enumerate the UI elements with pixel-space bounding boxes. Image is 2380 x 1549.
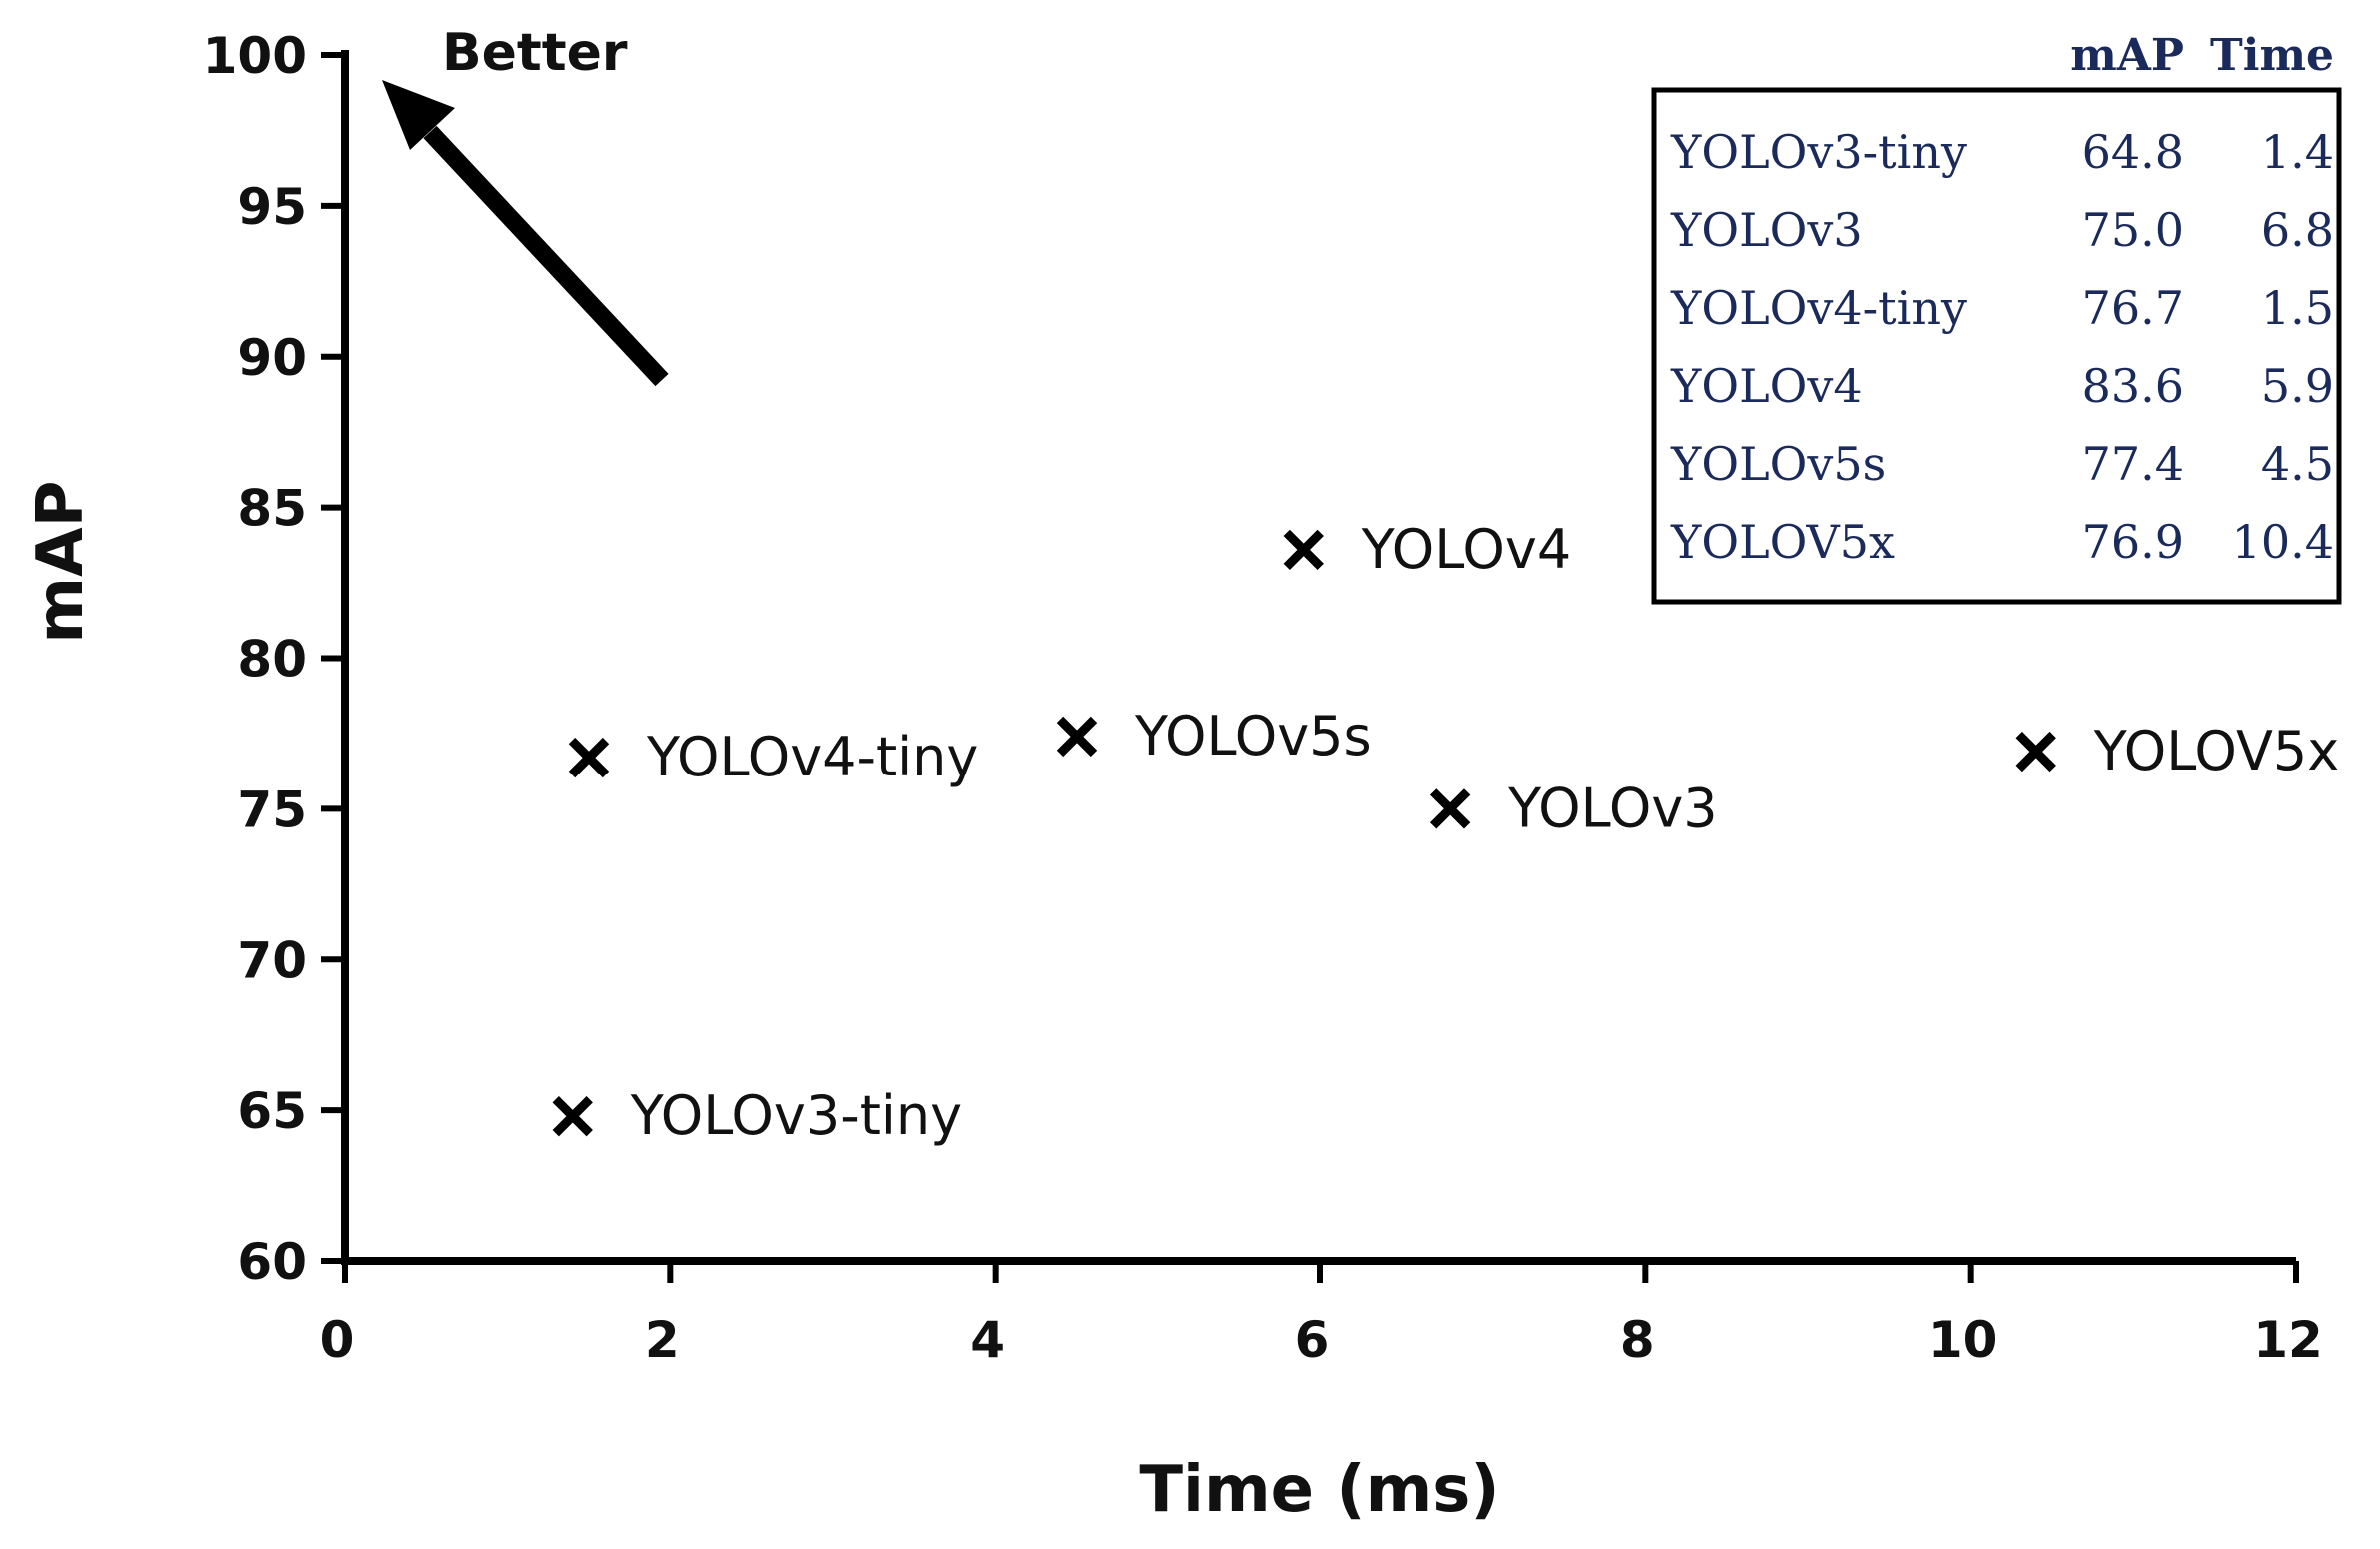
data-point: YOLOV5x [2015, 720, 2340, 782]
y-tick-label: 90 [237, 329, 307, 387]
point-marker-stroke [1283, 529, 1324, 571]
point-label: YOLOv5s [1134, 705, 1372, 768]
table-row: YOLOv3 75.0 6.8 [1670, 203, 2334, 257]
table-cell-time: 4.5 [2261, 437, 2334, 491]
data-point: YOLOv4-tiny [568, 726, 978, 788]
table-cell-map: 76.7 [2082, 281, 2184, 335]
x-tick-label: 10 [1928, 1311, 1998, 1369]
table-cell-model: YOLOv3 [1670, 203, 1863, 257]
table-cell-time: 5.9 [2261, 359, 2334, 413]
table-row: YOLOv3-tiny 64.8 1.4 [1670, 125, 2334, 179]
data-points: YOLOv3-tiny YOLOv3 YOLOv4-tiny YOLOv4 YOLOv5… [552, 518, 2340, 1147]
point-marker-stroke [552, 1095, 593, 1137]
point-label: YOLOv3 [1507, 776, 1718, 839]
x-tick-label: 12 [2253, 1311, 2323, 1369]
point-label: YOLOv3-tiny [630, 1084, 962, 1147]
table-cell-map: 76.9 [2082, 515, 2184, 569]
y-tick-label: 65 [237, 1082, 307, 1140]
table-cell-model: YOLOV5x [1670, 515, 1895, 569]
x-tick-label: 0 [320, 1311, 355, 1369]
data-point: YOLOv4 [1283, 518, 1572, 581]
table-row: YOLOv5s 77.4 4.5 [1670, 437, 2334, 491]
data-point: YOLOv3-tiny [552, 1084, 962, 1147]
table-cell-model: YOLOv5s [1670, 437, 1886, 491]
table-cell-time: 10.4 [2232, 515, 2334, 569]
point-marker-stroke [568, 737, 610, 778]
data-point: YOLOv3 [1429, 776, 1718, 839]
point-label: YOLOV5x [2093, 720, 2340, 782]
x-tick-label: 2 [645, 1311, 680, 1369]
point-marker-stroke [1056, 716, 1098, 758]
better-arrow-shaft [423, 125, 669, 387]
legend-table-border [1651, 87, 2342, 605]
table-header-time: Time [2210, 30, 2334, 81]
table-row: YOLOV5x 76.9 10.4 [1670, 515, 2334, 569]
point-marker-stroke [2015, 731, 2056, 773]
y-tick-label: 80 [237, 631, 307, 689]
table-cell-map: 64.8 [2082, 125, 2184, 179]
y-axis-title: mAP [24, 480, 98, 643]
data-point: YOLOv5s [1056, 705, 1372, 768]
table-row: YOLOv4-tiny 76.7 1.5 [1670, 281, 2334, 335]
table-cell-map: 83.6 [2082, 359, 2184, 413]
ticks: 60 65 70 75 80 85 90 95 100 0 2 4 6 8 10 12 [203, 27, 2323, 1369]
y-tick-label: 85 [237, 480, 307, 538]
table-cell-time: 1.5 [2261, 281, 2334, 335]
better-arrow-head [382, 80, 455, 150]
y-tick-label: 70 [237, 931, 307, 989]
x-axis-title: Time (ms) [1139, 1453, 1499, 1527]
table-cell-model: YOLOv4 [1670, 359, 1863, 413]
table-row: YOLOv4 83.6 5.9 [1670, 359, 2334, 413]
table-cell-map: 75.0 [2082, 203, 2184, 257]
table-cell-model: YOLOv3-tiny [1670, 125, 1967, 179]
table-cell-model: YOLOv4-tiny [1670, 281, 1967, 335]
y-tick-label: 95 [237, 178, 307, 236]
x-tick-label: 8 [1620, 1311, 1655, 1369]
table-header-map: mAP [2070, 30, 2184, 81]
better-label: Better [442, 23, 628, 83]
x-tick-label: 4 [970, 1311, 1005, 1369]
y-tick-label: 75 [237, 780, 307, 838]
x-tick-label: 6 [1295, 1311, 1330, 1369]
point-label: YOLOv4-tiny [646, 726, 978, 788]
y-tick-label: 60 [237, 1233, 307, 1291]
better-annotation: Better [382, 23, 669, 387]
point-label: YOLOv4 [1361, 518, 1572, 581]
table-cell-time: 6.8 [2261, 203, 2334, 257]
table-cell-time: 1.4 [2261, 125, 2334, 179]
table-cell-map: 77.4 [2082, 437, 2184, 491]
y-tick-label: 100 [203, 27, 307, 85]
point-marker-stroke [1429, 788, 1471, 829]
